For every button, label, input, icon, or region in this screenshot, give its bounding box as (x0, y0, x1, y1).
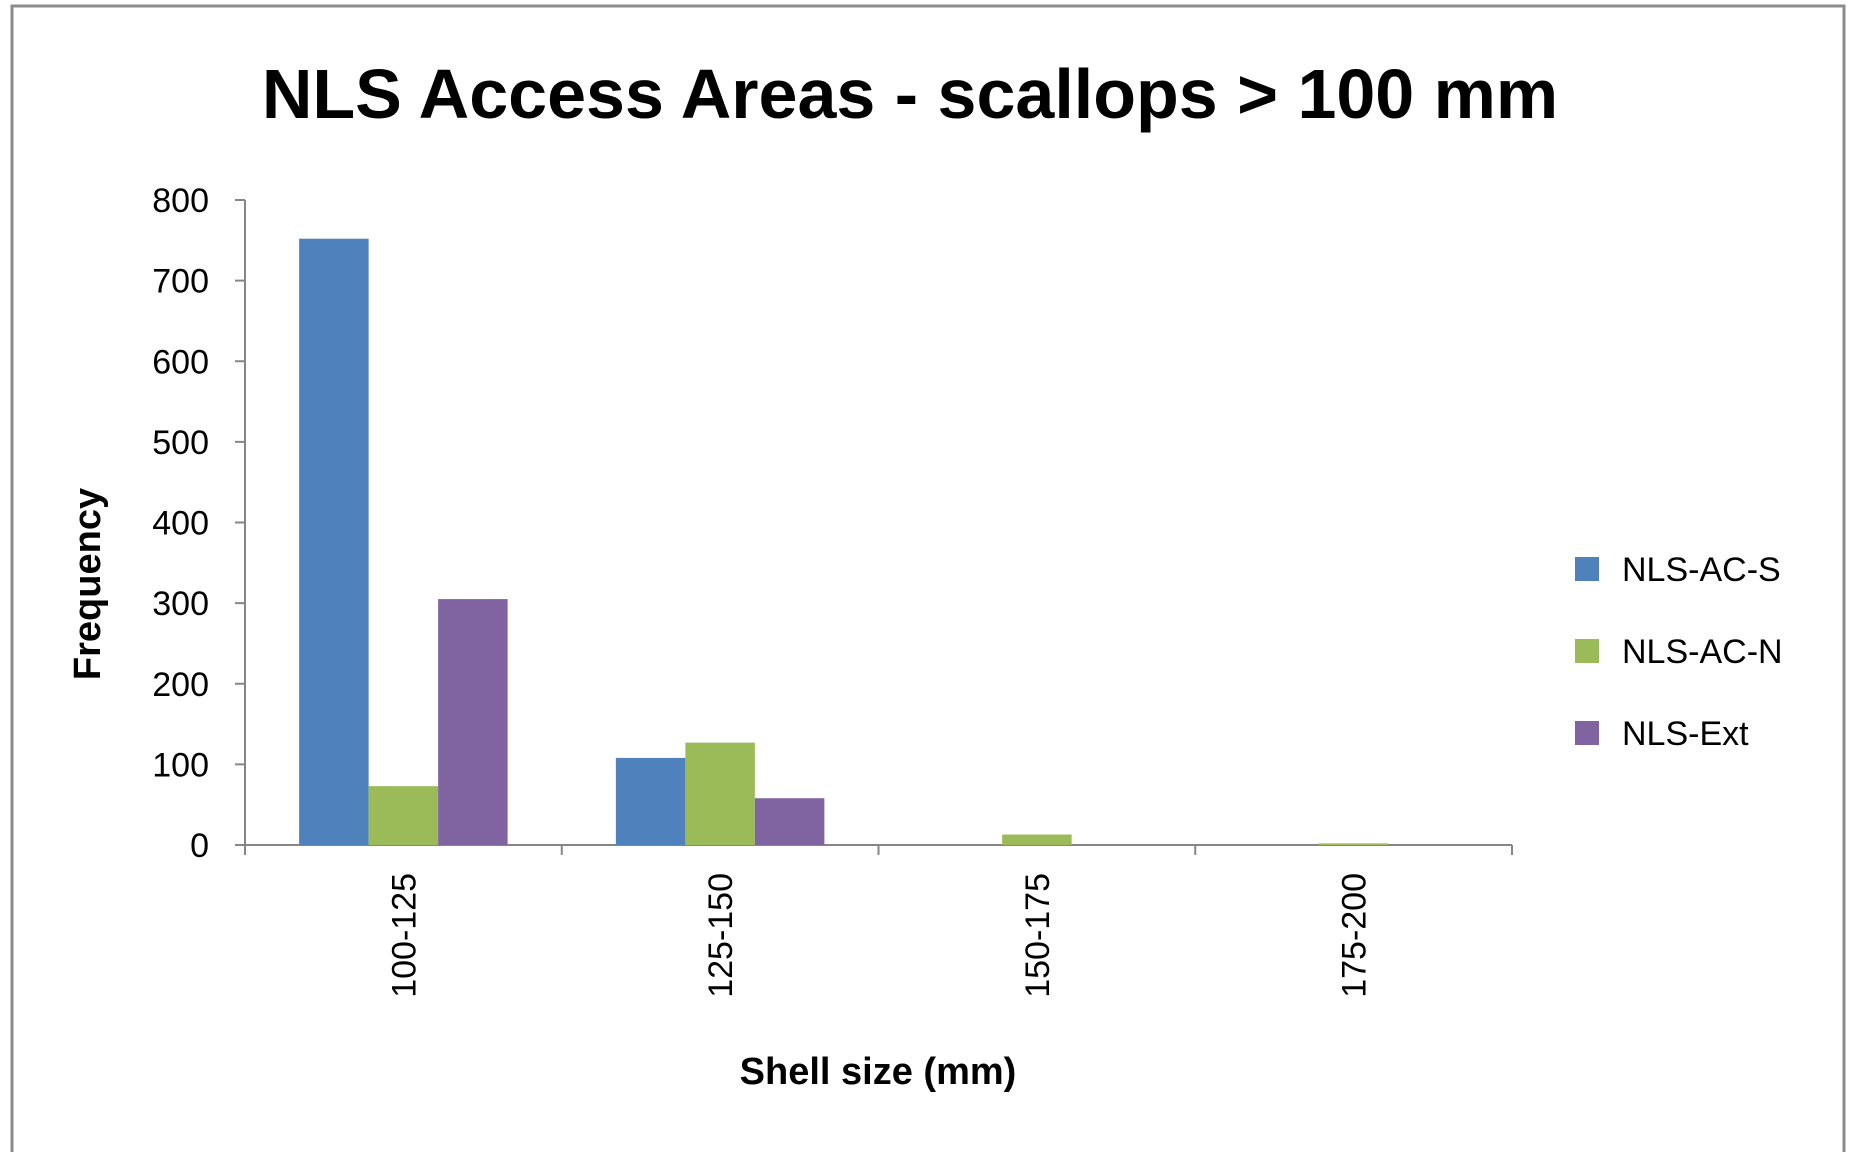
y-tick-label: 400 (152, 505, 209, 543)
y-axis-title: Frequency (67, 488, 109, 680)
y-tick-label: 0 (190, 827, 209, 865)
bar (368, 786, 439, 845)
legend-swatch (1575, 557, 1599, 581)
x-tick-label: 150-175 (1019, 873, 1057, 998)
y-tick-label: 700 (152, 263, 209, 301)
chart-title: NLS Access Areas - scallops > 100 mm (262, 55, 1558, 133)
y-tick-label: 100 (152, 746, 209, 784)
legend-label: NLS-AC-S (1622, 551, 1781, 589)
x-axis-title: Shell size (mm) (740, 1051, 1017, 1093)
bar (615, 757, 686, 845)
bar (438, 599, 508, 845)
x-tick-label: 175-200 (1336, 873, 1374, 998)
x-tick-label: 125-150 (702, 873, 740, 998)
legend-label: NLS-AC-N (1622, 633, 1783, 671)
bar (754, 798, 825, 845)
bar (685, 742, 755, 845)
legend-label: NLS-Ext (1622, 715, 1749, 753)
legend-swatch (1575, 639, 1599, 663)
y-tick-label: 300 (152, 585, 209, 623)
bar (299, 238, 369, 845)
y-tick-label: 800 (152, 182, 209, 220)
y-tick-label: 600 (152, 343, 209, 381)
bar (1002, 834, 1072, 845)
chart-frame (10, 4, 1846, 1152)
y-tick-label: 500 (152, 424, 209, 462)
y-tick-label: 200 (152, 666, 209, 704)
bar (1318, 843, 1389, 845)
legend-swatch (1575, 721, 1599, 745)
x-tick-label: 100-125 (385, 873, 423, 998)
